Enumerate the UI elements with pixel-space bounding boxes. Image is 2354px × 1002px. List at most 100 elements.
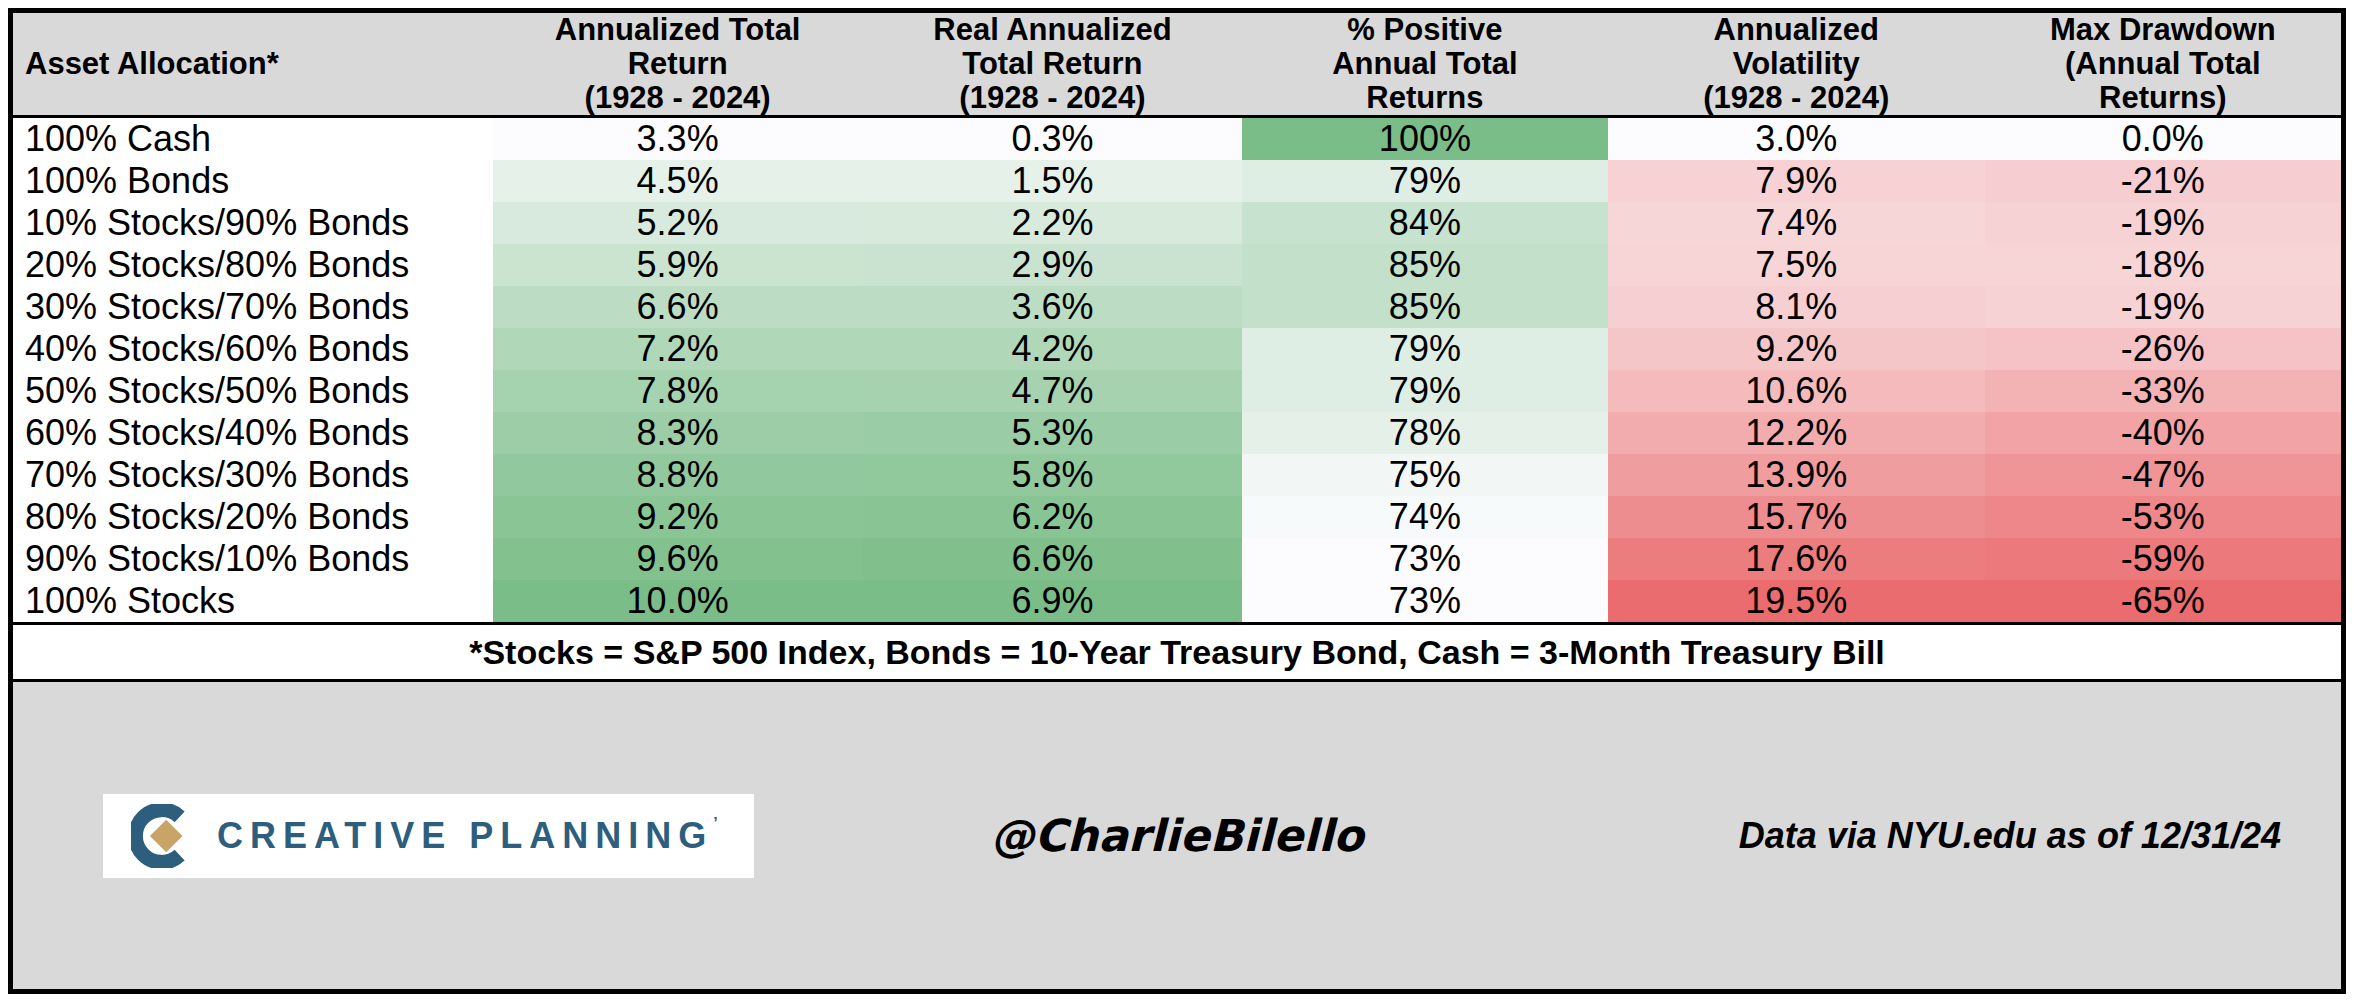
table-row: 30% Stocks/70% Bonds6.6%3.6%85%8.1%-19%	[13, 286, 2341, 328]
table-cell: -47%	[1985, 454, 2341, 496]
row-label: 60% Stocks/40% Bonds	[13, 412, 493, 454]
table-row: 100% Bonds4.5%1.5%79%7.9%-21%	[13, 160, 2341, 202]
table-cell: 2.9%	[863, 244, 1242, 286]
table-cell: 8.1%	[1608, 286, 1985, 328]
table-row: 100% Stocks10.0%6.9%73%19.5%-65%	[13, 580, 2341, 622]
table-cell: 4.7%	[863, 370, 1242, 412]
table-cell: 6.6%	[493, 286, 863, 328]
header-annualized-total-return: Annualized Total Return (1928 - 2024)	[493, 13, 863, 115]
table-header-row: Asset Allocation* Annualized Total Retur…	[13, 13, 2341, 118]
table-cell: 3.6%	[863, 286, 1242, 328]
table-cell: 9.6%	[493, 538, 863, 580]
table-cell: 73%	[1242, 538, 1607, 580]
row-label: 100% Bonds	[13, 160, 493, 202]
table-cell: 7.8%	[493, 370, 863, 412]
table-cell: 0.3%	[863, 118, 1242, 160]
row-label: 20% Stocks/80% Bonds	[13, 244, 493, 286]
table-cell: 5.9%	[493, 244, 863, 286]
table-cell: 15.7%	[1608, 496, 1985, 538]
table-row: 10% Stocks/90% Bonds5.2%2.2%84%7.4%-19%	[13, 202, 2341, 244]
table-cell: 74%	[1242, 496, 1607, 538]
row-label: 50% Stocks/50% Bonds	[13, 370, 493, 412]
table-cell: 17.6%	[1608, 538, 1985, 580]
table-cell: 7.5%	[1608, 244, 1985, 286]
table-cell: -33%	[1985, 370, 2341, 412]
table-cell: 2.2%	[863, 202, 1242, 244]
asset-allocation-table-graphic: Asset Allocation* Annualized Total Retur…	[0, 0, 2354, 1002]
table-cell: 73%	[1242, 580, 1607, 622]
table-cell: -18%	[1985, 244, 2341, 286]
header-max-drawdown: Max Drawdown (Annual Total Returns)	[1985, 13, 2341, 115]
table-row: 20% Stocks/80% Bonds5.9%2.9%85%7.5%-18%	[13, 244, 2341, 286]
table-cell: -21%	[1985, 160, 2341, 202]
table-cell: 9.2%	[1608, 328, 1985, 370]
table-cell: 5.3%	[863, 412, 1242, 454]
table-cell: 8.3%	[493, 412, 863, 454]
table-cell: 79%	[1242, 160, 1607, 202]
row-label: 40% Stocks/60% Bonds	[13, 328, 493, 370]
table-cell: 3.3%	[493, 118, 863, 160]
table-cell: 7.4%	[1608, 202, 1985, 244]
header-annualized-volatility: Annualized Volatility (1928 - 2024)	[1608, 13, 1985, 115]
table-cell: 1.5%	[863, 160, 1242, 202]
table-cell: 79%	[1242, 370, 1607, 412]
table-cell: 79%	[1242, 328, 1607, 370]
table-cell: 6.9%	[863, 580, 1242, 622]
table-cell: -40%	[1985, 412, 2341, 454]
table-body: 100% Cash3.3%0.3%100%3.0%0.0%100% Bonds4…	[13, 118, 2341, 622]
row-label: 70% Stocks/30% Bonds	[13, 454, 493, 496]
table-cell: -59%	[1985, 538, 2341, 580]
table-cell: 78%	[1242, 412, 1607, 454]
creative-planning-logo: CREATIVE PLANNING’	[103, 794, 754, 878]
table-cell: 100%	[1242, 118, 1607, 160]
table-footnote: *Stocks = S&P 500 Index, Bonds = 10-Year…	[13, 622, 2341, 682]
table-row: 90% Stocks/10% Bonds9.6%6.6%73%17.6%-59%	[13, 538, 2341, 580]
table-cell: 85%	[1242, 244, 1607, 286]
table-cell: -65%	[1985, 580, 2341, 622]
table-cell: 85%	[1242, 286, 1607, 328]
table-cell: 7.9%	[1608, 160, 1985, 202]
table-cell: 6.2%	[863, 496, 1242, 538]
author-handle: @CharlieBilello	[991, 810, 1364, 861]
table-cell: 0.0%	[1985, 118, 2341, 160]
table-cell: 9.2%	[493, 496, 863, 538]
data-source-note: Data via NYU.edu as of 12/31/24	[1739, 815, 2281, 857]
table-cell: 7.2%	[493, 328, 863, 370]
table-frame: Asset Allocation* Annualized Total Retur…	[8, 8, 2346, 994]
table-cell: 8.8%	[493, 454, 863, 496]
footer-bar: CREATIVE PLANNING’ @CharlieBilello Data …	[13, 682, 2341, 989]
row-label: 10% Stocks/90% Bonds	[13, 202, 493, 244]
table-row: 100% Cash3.3%0.3%100%3.0%0.0%	[13, 118, 2341, 160]
logo-trademark: ’	[713, 815, 717, 832]
table-cell: 84%	[1242, 202, 1607, 244]
table-cell: 10.6%	[1608, 370, 1985, 412]
table-cell: -19%	[1985, 202, 2341, 244]
table-cell: 4.5%	[493, 160, 863, 202]
table-row: 60% Stocks/40% Bonds8.3%5.3%78%12.2%-40%	[13, 412, 2341, 454]
table-cell: -53%	[1985, 496, 2341, 538]
table-cell: 4.2%	[863, 328, 1242, 370]
table-cell: 19.5%	[1608, 580, 1985, 622]
table-cell: -26%	[1985, 328, 2341, 370]
row-label: 80% Stocks/20% Bonds	[13, 496, 493, 538]
row-label: 30% Stocks/70% Bonds	[13, 286, 493, 328]
creative-planning-logo-icon	[131, 804, 195, 868]
table-row: 70% Stocks/30% Bonds8.8%5.8%75%13.9%-47%	[13, 454, 2341, 496]
table-row: 50% Stocks/50% Bonds7.8%4.7%79%10.6%-33%	[13, 370, 2341, 412]
row-label: 100% Stocks	[13, 580, 493, 622]
header-pct-positive-annual-returns: % Positive Annual Total Returns	[1242, 13, 1607, 115]
table-cell: 13.9%	[1608, 454, 1985, 496]
table-cell: 12.2%	[1608, 412, 1985, 454]
table-cell: 3.0%	[1608, 118, 1985, 160]
table-row: 40% Stocks/60% Bonds7.2%4.2%79%9.2%-26%	[13, 328, 2341, 370]
table-cell: 10.0%	[493, 580, 863, 622]
table-row: 80% Stocks/20% Bonds9.2%6.2%74%15.7%-53%	[13, 496, 2341, 538]
table-cell: 6.6%	[863, 538, 1242, 580]
header-asset-allocation: Asset Allocation*	[13, 13, 493, 115]
table-cell: 75%	[1242, 454, 1607, 496]
row-label: 90% Stocks/10% Bonds	[13, 538, 493, 580]
logo-text: CREATIVE PLANNING	[217, 815, 713, 856]
table-cell: -19%	[1985, 286, 2341, 328]
table-cell: 5.8%	[863, 454, 1242, 496]
row-label: 100% Cash	[13, 118, 493, 160]
